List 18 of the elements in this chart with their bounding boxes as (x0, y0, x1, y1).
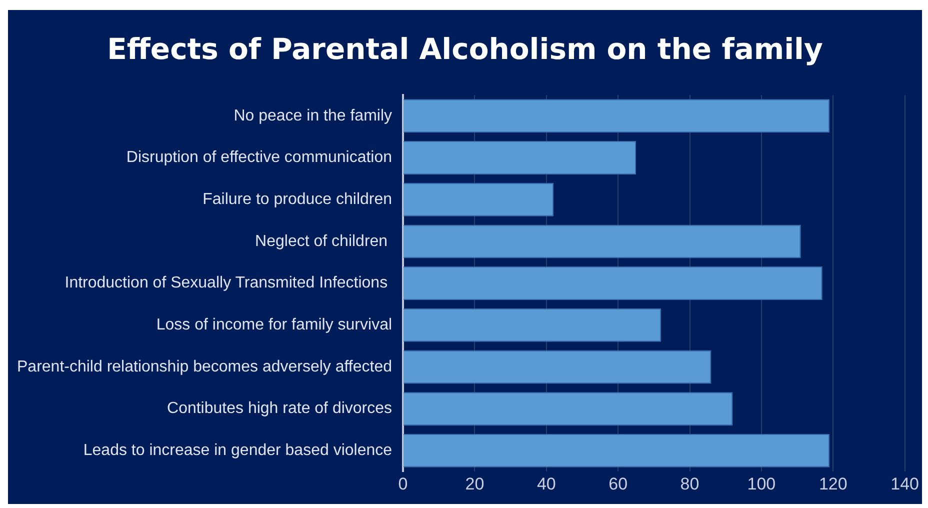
x-tick-label: 60 (608, 474, 628, 494)
y-tick-label: Contibutes high rate of divorces (167, 400, 392, 418)
y-tick-label: Leads to increase in gender based violence (83, 442, 392, 460)
y-tick-label: Disruption of effective communication (126, 149, 392, 166)
y-tick-label: Introduction of Sexually Transmited Infections (64, 274, 392, 292)
x-tick-label: 120 (818, 474, 848, 494)
x-tick-label: 40 (536, 474, 556, 494)
y-tick-label: Neglect of children (255, 232, 392, 250)
y-tick-label: Failure to produce children (202, 191, 392, 208)
x-tick-label: 0 (398, 474, 408, 494)
x-tick-label: 20 (465, 474, 484, 494)
x-tick-label: 140 (890, 474, 920, 494)
y-tick-label: Parent-child relationship becomes adversely affected (16, 358, 392, 376)
y-tick-label: Loss of income for family survival (156, 316, 392, 334)
y-tick-label: No peace in the family (234, 107, 392, 124)
x-tick-label: 100 (747, 474, 776, 494)
chart-title: Effects of Parental Alcoholism on the family (106, 32, 824, 66)
x-tick-label: 80 (680, 474, 700, 494)
